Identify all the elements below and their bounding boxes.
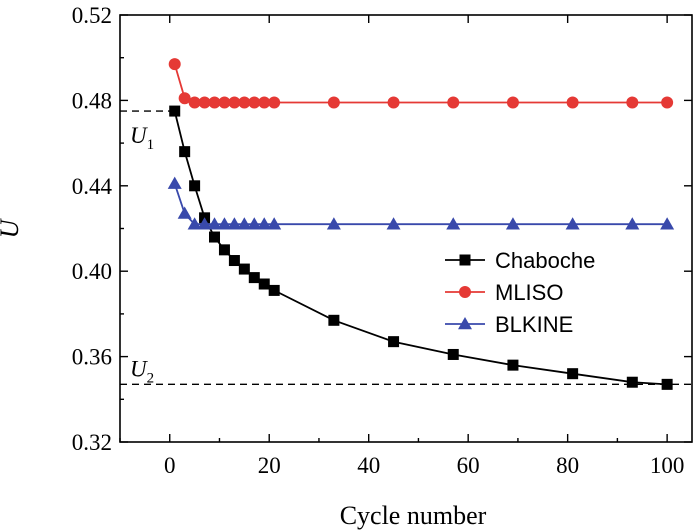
data-point [386,217,401,230]
reference-lines [120,110,692,386]
data-point [506,96,519,109]
data-point [168,58,181,71]
data-point [388,336,400,348]
data-point [167,176,182,189]
data-point [238,96,251,109]
data-point [661,96,674,109]
data-point [197,217,212,230]
data-point [228,255,240,267]
y-axis-title: U [0,217,24,238]
data-point [326,217,341,230]
series-blkine [167,176,675,230]
legend-marker [459,254,471,266]
data-point [625,217,640,230]
legend-marker [459,286,471,298]
series-chaboche [169,105,673,390]
x-tick-label: 0 [164,453,176,478]
series-mliso [168,58,674,109]
x-tick-label: 80 [556,453,579,478]
data-point [387,96,400,109]
legend-marker [458,317,472,330]
data-point [268,284,280,296]
y-tick-label: 0.36 [72,345,112,370]
data-point [237,217,252,230]
data-point [209,231,221,243]
y-tick-label: 0.52 [72,3,112,28]
data-point [248,96,261,109]
y-tick-label: 0.44 [72,174,113,199]
data-point [217,217,232,230]
x-tick-label: 100 [650,453,685,478]
x-tick-label: 60 [457,453,480,478]
legend-label: BLKINE [495,312,573,337]
legend-item: BLKINE [445,312,573,337]
data-point [207,217,222,230]
series-line [173,183,668,226]
data-point [208,96,221,109]
data-point [247,217,262,230]
annotation-subscript: 2 [147,370,155,386]
data-point [447,96,460,109]
data-point [267,217,282,230]
legend-label: MLISO [495,280,563,305]
annotation-label: U2 [130,356,154,386]
legend-item: MLISO [445,280,563,305]
data-point [328,314,340,326]
legend-item: Chaboche [445,248,595,273]
x-tick-label: 40 [357,453,380,478]
data-point [446,217,461,230]
data-point [169,105,181,117]
series-line [173,63,668,104]
data-point [178,92,191,105]
annotation-label: U1 [130,123,154,153]
data-point [660,217,675,230]
data-point [189,180,201,192]
data-point [177,206,192,219]
data-point [218,96,231,109]
annotations: U1 U2 [130,123,154,386]
data-point [258,278,270,290]
legend: Chaboche MLISO BLKINE [445,248,595,337]
data-point [188,96,201,109]
data-point [238,263,250,275]
series-layer [167,58,675,390]
data-point [565,217,580,230]
data-point [567,368,579,380]
data-point [507,359,519,371]
data-point [218,244,230,256]
data-point [661,378,673,390]
data-point [566,96,579,109]
data-point [198,96,211,109]
data-point [179,146,191,158]
data-point [626,96,639,109]
ticks-layer: 0 20 40 60 80 100 0.32 0.36 0.40 0.44 0.48 0.52 [72,3,692,478]
y-tick-label: 0.32 [72,430,112,455]
data-point [257,217,272,230]
y-tick-label: 0.40 [72,259,112,284]
legend-label: Chaboche [495,248,595,273]
data-point [268,96,281,109]
data-point [227,217,242,230]
data-point [327,96,340,109]
data-point [258,96,271,109]
data-point [228,96,241,109]
annotation-subscript: 1 [147,137,155,153]
x-tick-label: 20 [258,453,281,478]
data-point [447,348,459,360]
data-point [187,217,202,230]
y-tick-label: 0.48 [72,88,112,113]
data-point [505,217,520,230]
data-point [626,376,638,388]
x-axis-title: Cycle number [340,501,487,530]
data-point [248,272,260,284]
